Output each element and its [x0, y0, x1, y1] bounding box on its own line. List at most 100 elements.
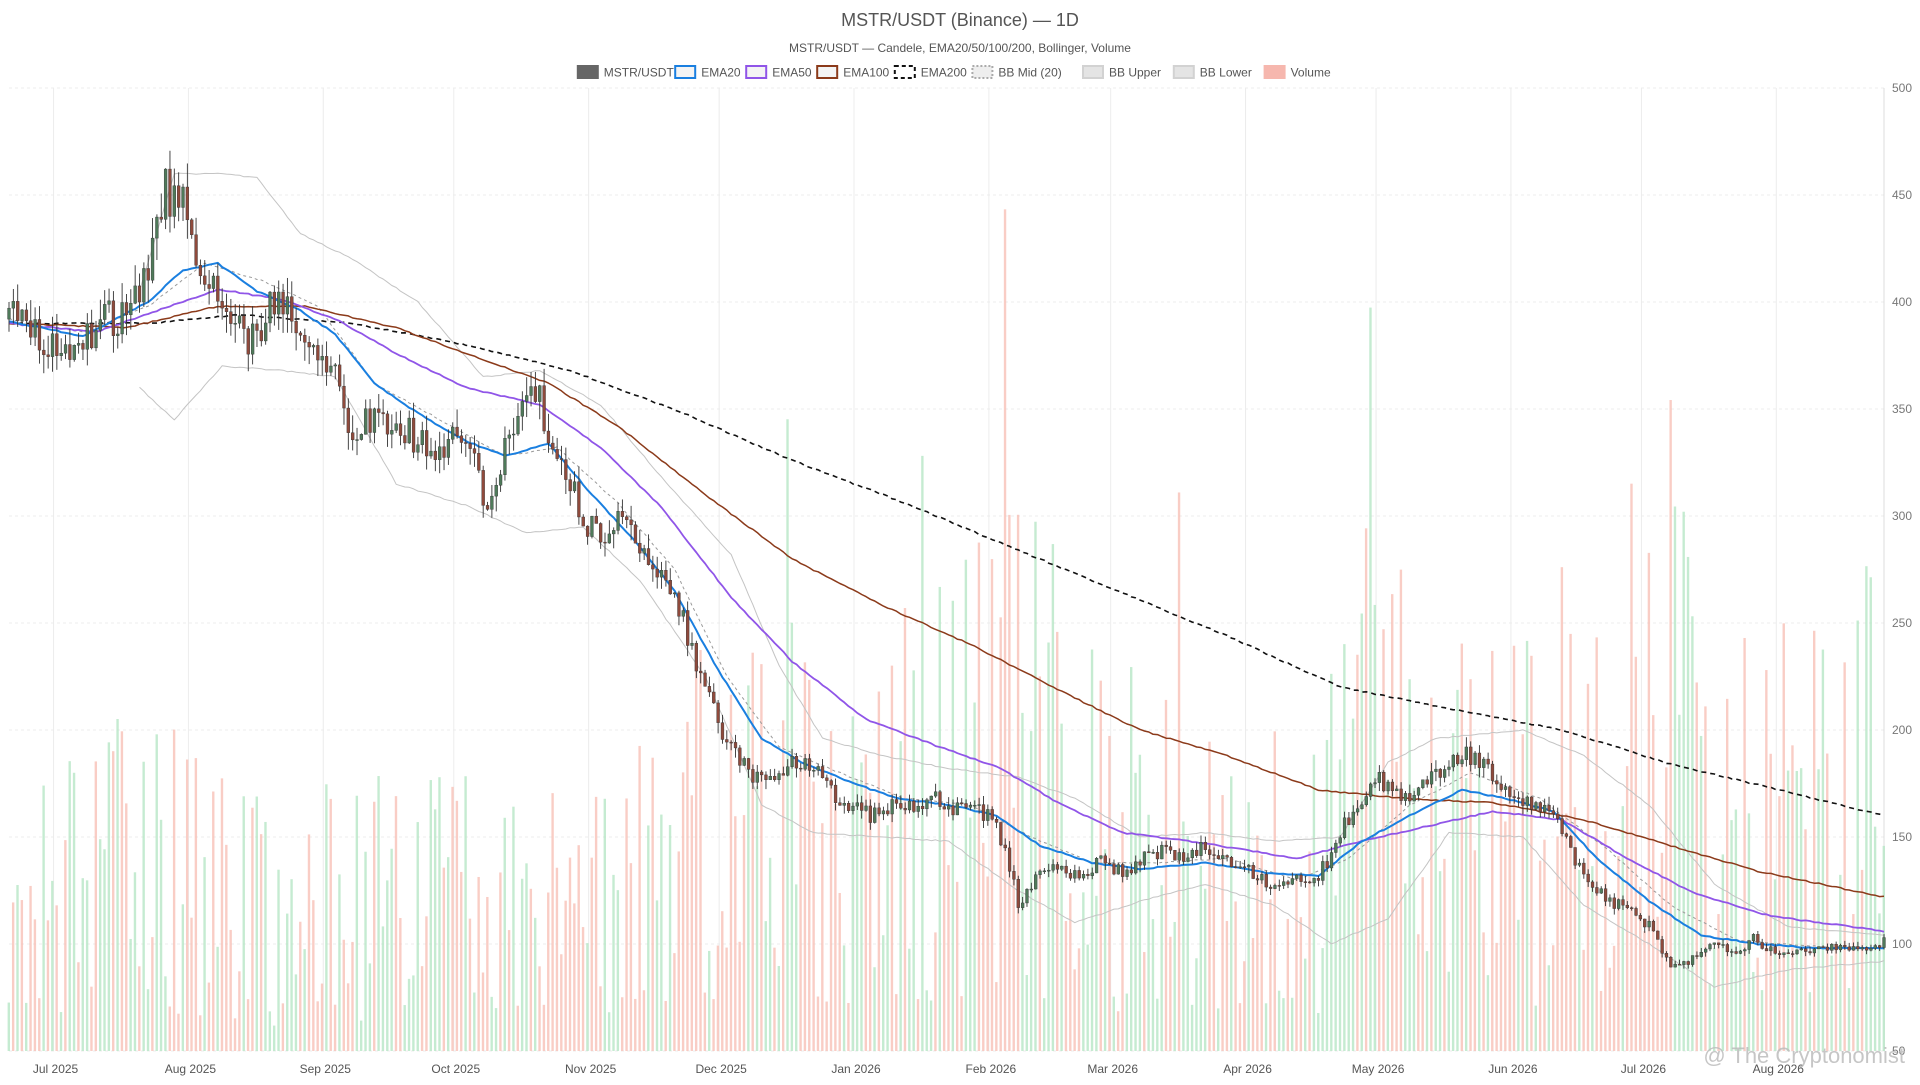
candle-up: [855, 802, 859, 807]
legend-item[interactable]: BB Upper: [1082, 65, 1161, 80]
legend-item[interactable]: MSTR/USDT: [576, 65, 675, 80]
y-tick-label: 500: [1892, 81, 1912, 95]
legend-item[interactable]: BB Lower: [1172, 65, 1252, 80]
candle-down: [55, 333, 59, 356]
volume-bar: [294, 974, 298, 1051]
volume-bar: [394, 796, 398, 1051]
volume-bar: [1047, 642, 1050, 1051]
volume-bar: [33, 919, 37, 1051]
legend-item[interactable]: EMA20: [674, 65, 741, 80]
candle-up: [1329, 852, 1334, 869]
candle-up: [320, 356, 324, 361]
volume-bar: [616, 890, 620, 1051]
volume-bar: [1782, 623, 1785, 1051]
candle-up: [1421, 779, 1425, 788]
volume-bar: [525, 863, 528, 1051]
y-tick-label: 250: [1892, 616, 1912, 630]
candle-up: [842, 803, 846, 806]
candle-up: [1812, 948, 1817, 954]
volume-bar: [1712, 947, 1716, 1051]
volume-bar: [634, 998, 637, 1051]
candle-up: [525, 395, 529, 402]
bb-lower-line: [139, 365, 1885, 988]
candle-down: [899, 803, 903, 809]
candle-down: [477, 453, 481, 471]
volume-bar: [1434, 786, 1437, 1051]
legend-item[interactable]: EMA100: [816, 65, 890, 80]
volume-bar: [1804, 829, 1807, 1051]
candle-down: [259, 330, 263, 342]
x-tick-label: Aug 2026: [1753, 1062, 1805, 1076]
legend-swatch: [674, 65, 697, 79]
candle-down: [764, 774, 768, 780]
volume-bar: [1430, 697, 1433, 1051]
candle-down: [1516, 797, 1521, 799]
legend-item[interactable]: EMA200: [893, 65, 967, 80]
volume-bar: [264, 821, 267, 1051]
volume-bar: [277, 869, 280, 1051]
candle-up: [1525, 796, 1529, 806]
candle-down: [951, 805, 955, 816]
volume-bar: [120, 731, 124, 1051]
ema20-line: [8, 261, 1884, 950]
volume-bar: [1069, 893, 1072, 1051]
candle-down: [964, 803, 968, 808]
volume-bar: [1138, 754, 1142, 1051]
candle-down: [1225, 855, 1229, 858]
candle-up: [1060, 865, 1064, 870]
volume-bar: [103, 849, 106, 1051]
volume-bar: [1151, 919, 1155, 1051]
x-tick-label: Dec 2025: [695, 1062, 747, 1076]
volume-bar: [1878, 913, 1881, 1051]
volume-bar: [612, 874, 615, 1051]
volume-bar: [355, 795, 359, 1051]
volume-bar: [373, 801, 376, 1051]
candle-up: [285, 296, 290, 315]
volume-bar: [934, 932, 937, 1051]
candle-up: [1799, 948, 1803, 951]
candle-up: [1503, 786, 1508, 790]
volume-bar: [64, 840, 67, 1051]
volume-bar: [921, 455, 924, 1052]
candle-up: [590, 515, 594, 537]
candle-down: [1268, 886, 1273, 889]
candle-down: [459, 435, 464, 443]
volume-bar: [203, 857, 206, 1051]
candle-down: [442, 446, 446, 458]
ema100-line: [8, 304, 1885, 898]
candle-up: [1386, 781, 1390, 792]
volume-bar: [1791, 745, 1794, 1051]
candle-down: [1325, 861, 1329, 869]
x-tick-label: Jul 2025: [33, 1062, 79, 1076]
watermark: @ The Cryptonomist: [1703, 1043, 1905, 1068]
candle-down: [1612, 897, 1616, 909]
volume-bar: [764, 921, 767, 1051]
candle-down: [1308, 881, 1312, 884]
candle-up: [812, 770, 816, 772]
volume-bar: [1765, 670, 1768, 1051]
candle-down: [111, 300, 116, 336]
volume-bar: [1799, 768, 1803, 1051]
candle-up: [233, 323, 237, 325]
candle-down: [1573, 847, 1577, 866]
volume-bar: [777, 965, 781, 1051]
volume-bar: [1482, 932, 1485, 1051]
candle-down: [81, 343, 85, 350]
volume-bar: [16, 885, 19, 1051]
candle-down: [568, 479, 572, 492]
volume-bar: [412, 975, 415, 1051]
volume-bar: [1656, 916, 1659, 1051]
volume-bar: [1504, 821, 1507, 1051]
legend-item[interactable]: BB Mid (20): [971, 65, 1062, 80]
candle-down: [1168, 846, 1173, 851]
volume-bar: [912, 670, 915, 1051]
legend-item[interactable]: Volume: [1263, 65, 1331, 80]
legend-item[interactable]: EMA50: [745, 65, 812, 80]
candle-up: [816, 766, 820, 771]
volume-bar: [1573, 807, 1577, 1051]
candle-down: [1804, 948, 1808, 952]
volume-bar: [151, 937, 154, 1051]
volume-bar: [1525, 640, 1529, 1051]
volume-bar: [1425, 951, 1429, 1051]
